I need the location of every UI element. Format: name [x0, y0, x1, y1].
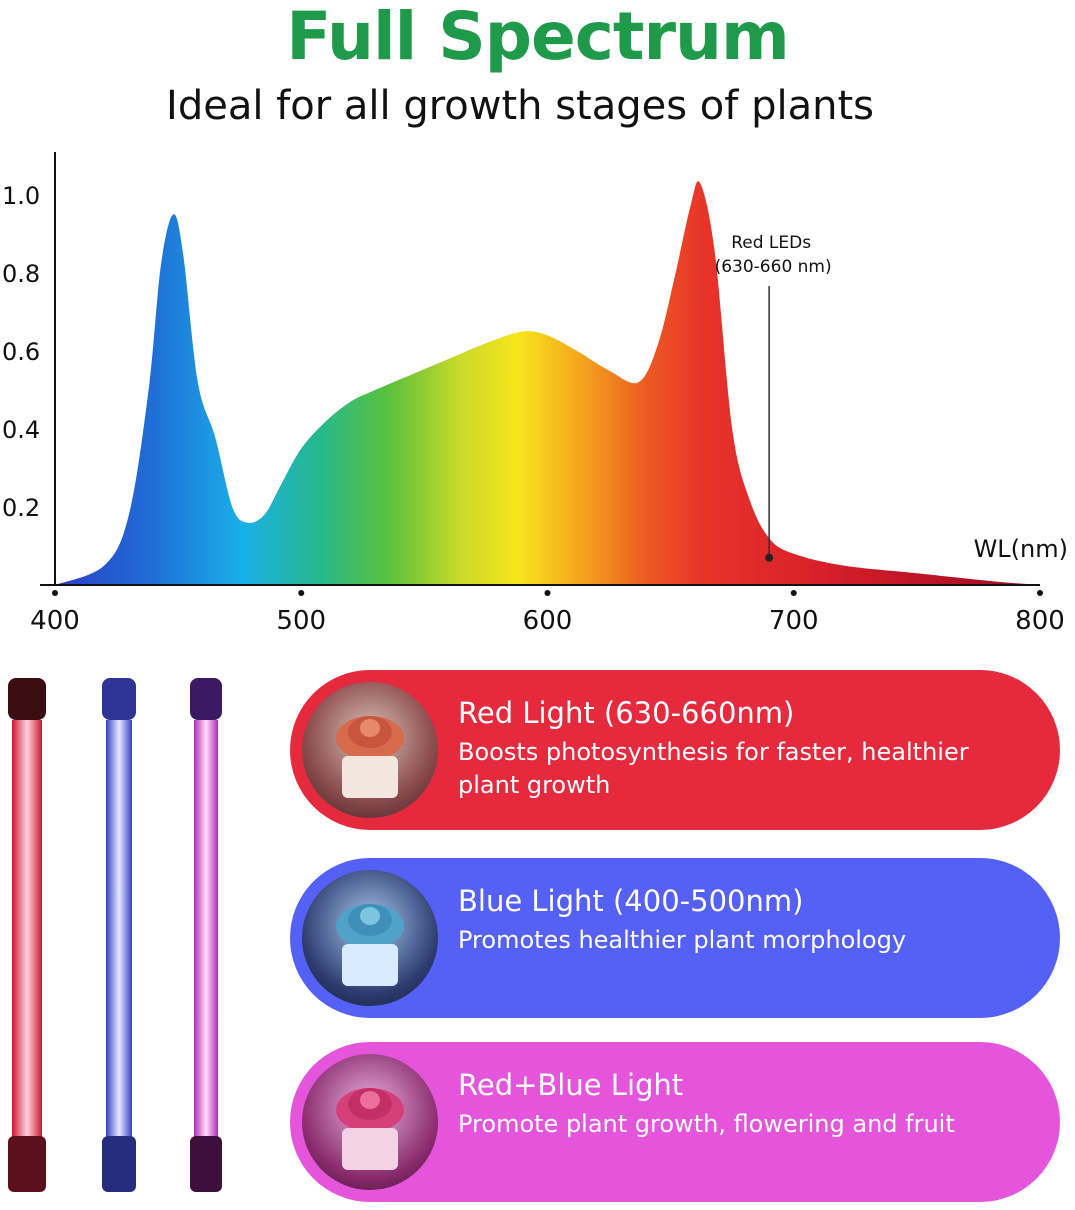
- y-ticks: 0.2 0.4 0.6 0.8 1.0: [2, 182, 40, 522]
- red-blue-light-card: Red+Blue Light Promote plant growth, flo…: [290, 1042, 1060, 1202]
- annotation-label-line1: Red LEDs: [731, 233, 811, 253]
- x-axis-label: WL(nm): [974, 535, 1068, 563]
- blue-light-desc: Promotes healthier plant morphology: [458, 926, 907, 954]
- succulent-icon: [336, 716, 404, 798]
- red-light-card: Red Light (630-660nm) Boosts photosynthe…: [290, 670, 1060, 830]
- spectrum-chart: 400 500 600 700 800 0.2 0.4 0.6 0.8 1.0 WL(nm) R…: [2, 152, 1068, 636]
- y-tick-label: 0.6: [2, 338, 40, 366]
- x-tick-label: 500: [276, 606, 326, 636]
- x-tick-mark: [790, 590, 797, 596]
- red-light-title: Red Light (630-660nm): [458, 696, 795, 730]
- succulent-icon: [336, 1088, 404, 1170]
- x-tick-label: 600: [523, 606, 573, 636]
- blue-light-title: Blue Light (400-500nm): [458, 884, 804, 918]
- x-tick-mark: [544, 590, 551, 596]
- led-tubes-illustration: [8, 678, 222, 1192]
- x-tick-label: 800: [1015, 606, 1065, 636]
- x-tick-mark: [52, 590, 58, 596]
- page-title: Full Spectrum: [286, 0, 790, 75]
- y-tick-label: 0.4: [2, 416, 40, 444]
- red-blue-light-desc: Promote plant growth, flowering and frui…: [458, 1110, 955, 1138]
- x-tick-label: 400: [30, 606, 80, 636]
- blue-plant-photo: [302, 870, 438, 1006]
- x-tick-label: 700: [769, 606, 819, 636]
- page-subtitle: Ideal for all growth stages of plants: [166, 83, 874, 129]
- red-led-tube: [8, 678, 46, 1192]
- red-light-desc: Boosts photosynthesis for faster, health…: [458, 738, 969, 799]
- blue-led-tube: [102, 678, 136, 1192]
- y-tick-label: 0.2: [2, 494, 40, 522]
- x-tick-mark: [298, 590, 305, 596]
- succulent-icon: [336, 904, 404, 986]
- y-tick-label: 1.0: [2, 182, 40, 210]
- annotation-label-line2: (630-660 nm): [715, 257, 832, 277]
- red-blue-light-title: Red+Blue Light: [458, 1068, 684, 1102]
- blue-light-card: Blue Light (400-500nm) Promotes healthie…: [290, 858, 1060, 1018]
- annotation-marker: [765, 553, 774, 562]
- x-tick-mark: [1037, 590, 1043, 596]
- y-tick-label: 0.8: [2, 260, 40, 288]
- x-ticks: 400 500 600 700 800: [30, 590, 1065, 636]
- pink-plant-photo: [302, 1054, 438, 1190]
- red-plant-photo: [302, 682, 438, 818]
- pink-led-tube: [190, 678, 222, 1192]
- spectrum-area: [55, 181, 1040, 585]
